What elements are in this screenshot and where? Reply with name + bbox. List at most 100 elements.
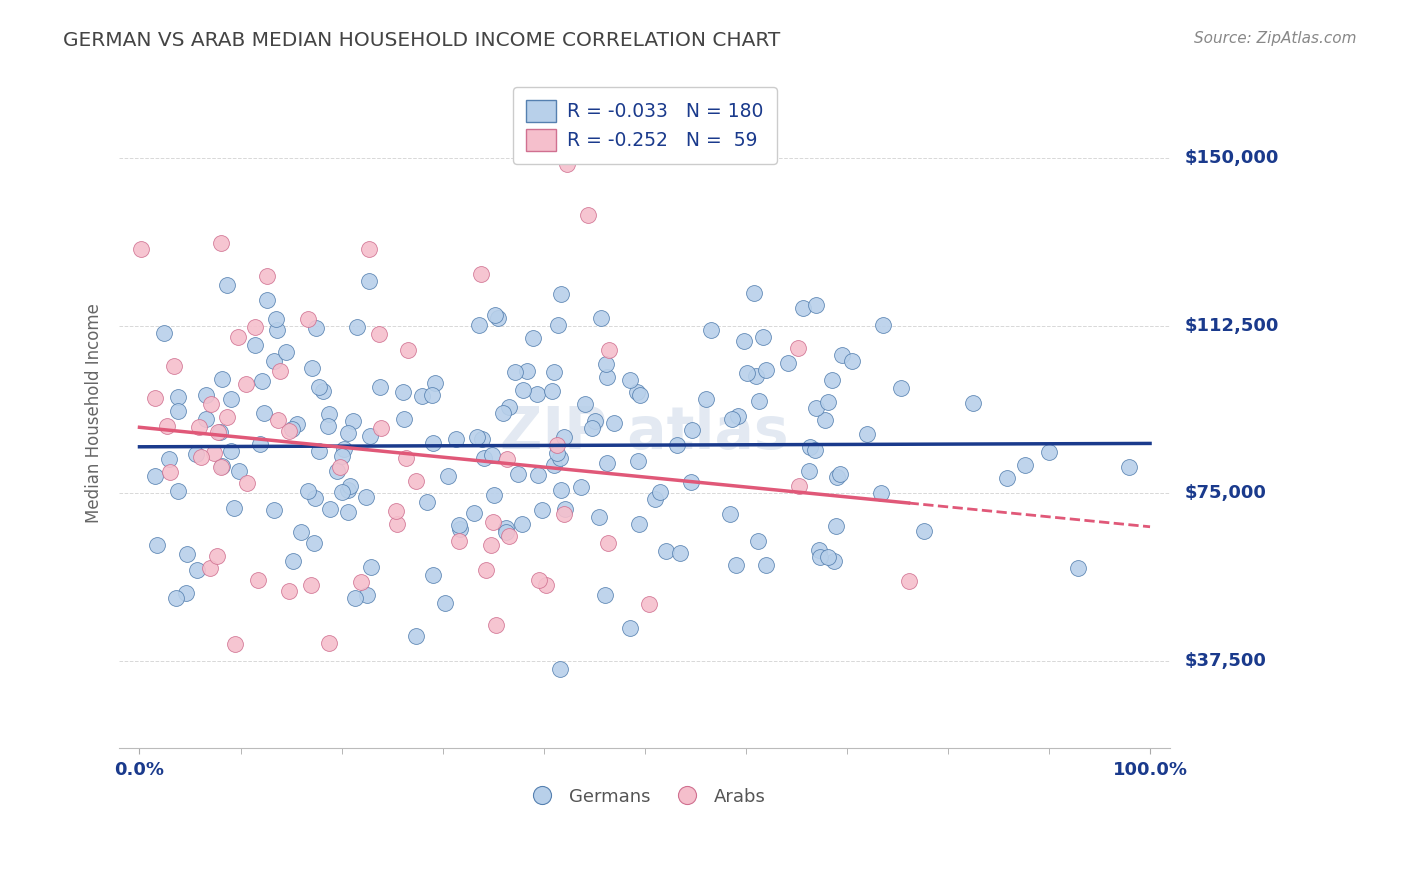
Point	[153, 326, 176, 340]
Point	[583, 414, 606, 428]
Point	[747, 533, 769, 548]
Point	[724, 558, 747, 573]
Point	[595, 589, 617, 603]
Point	[211, 458, 233, 473]
Point	[799, 440, 821, 454]
Point	[804, 401, 827, 416]
Point	[356, 588, 378, 602]
Point	[360, 559, 382, 574]
Point	[828, 467, 851, 481]
Point	[308, 443, 330, 458]
Point	[468, 318, 491, 332]
Point	[186, 563, 208, 577]
Point	[202, 445, 225, 459]
Point	[311, 384, 333, 399]
Point	[569, 479, 592, 493]
Point	[249, 437, 271, 451]
Point	[1066, 561, 1088, 575]
Point	[162, 359, 184, 374]
Point	[554, 501, 576, 516]
Point	[512, 517, 534, 532]
Point	[367, 326, 389, 341]
Point	[337, 483, 360, 497]
Point	[304, 536, 326, 550]
Text: $112,500: $112,500	[1184, 317, 1278, 334]
Point	[479, 538, 502, 552]
Point	[263, 353, 285, 368]
Point	[207, 425, 229, 440]
Point	[316, 419, 339, 434]
Point	[503, 365, 526, 379]
Point	[174, 586, 197, 600]
Point	[482, 488, 505, 502]
Point	[619, 621, 641, 635]
Point	[495, 452, 517, 467]
Point	[856, 427, 879, 442]
Point	[264, 312, 287, 326]
Point	[208, 425, 231, 439]
Text: $75,000: $75,000	[1184, 484, 1265, 502]
Point	[297, 483, 319, 498]
Point	[804, 298, 827, 312]
Point	[359, 429, 381, 443]
Point	[718, 508, 741, 522]
Point	[1118, 459, 1140, 474]
Point	[817, 394, 839, 409]
Point	[465, 430, 488, 444]
Point	[342, 414, 364, 428]
Point	[318, 636, 340, 650]
Point	[627, 453, 650, 467]
Point	[228, 464, 250, 478]
Point	[527, 468, 550, 483]
Point	[276, 344, 298, 359]
Point	[422, 436, 444, 450]
Point	[245, 320, 267, 334]
Point	[256, 268, 278, 283]
Point	[546, 437, 568, 451]
Point	[638, 597, 661, 611]
Point	[250, 374, 273, 388]
Point	[516, 364, 538, 378]
Point	[304, 491, 326, 505]
Point	[995, 470, 1018, 484]
Point	[596, 535, 619, 549]
Point	[669, 546, 692, 560]
Point	[776, 356, 799, 370]
Point	[555, 157, 578, 171]
Point	[329, 459, 352, 474]
Point	[299, 578, 322, 592]
Point	[589, 310, 612, 325]
Point	[470, 267, 492, 281]
Point	[290, 524, 312, 539]
Point	[498, 400, 520, 414]
Point	[817, 550, 839, 565]
Point	[176, 547, 198, 561]
Point	[356, 490, 378, 504]
Point	[330, 485, 353, 500]
Point	[472, 450, 495, 465]
Point	[143, 469, 166, 483]
Point	[159, 452, 181, 467]
Point	[627, 516, 650, 531]
Point	[190, 450, 212, 464]
Point	[416, 495, 439, 509]
Point	[285, 417, 308, 431]
Point	[235, 376, 257, 391]
Point	[211, 372, 233, 386]
Point	[420, 388, 443, 402]
Point	[803, 442, 825, 457]
Point	[304, 321, 326, 335]
Point	[346, 319, 368, 334]
Point	[368, 380, 391, 394]
Point	[434, 596, 457, 610]
Point	[619, 373, 641, 387]
Point	[527, 573, 550, 587]
Point	[666, 438, 689, 452]
Point	[581, 421, 603, 435]
Point	[481, 448, 503, 462]
Point	[890, 381, 912, 395]
Point	[526, 387, 548, 401]
Text: $150,000: $150,000	[1184, 149, 1278, 167]
Point	[603, 416, 626, 430]
Point	[395, 450, 418, 465]
